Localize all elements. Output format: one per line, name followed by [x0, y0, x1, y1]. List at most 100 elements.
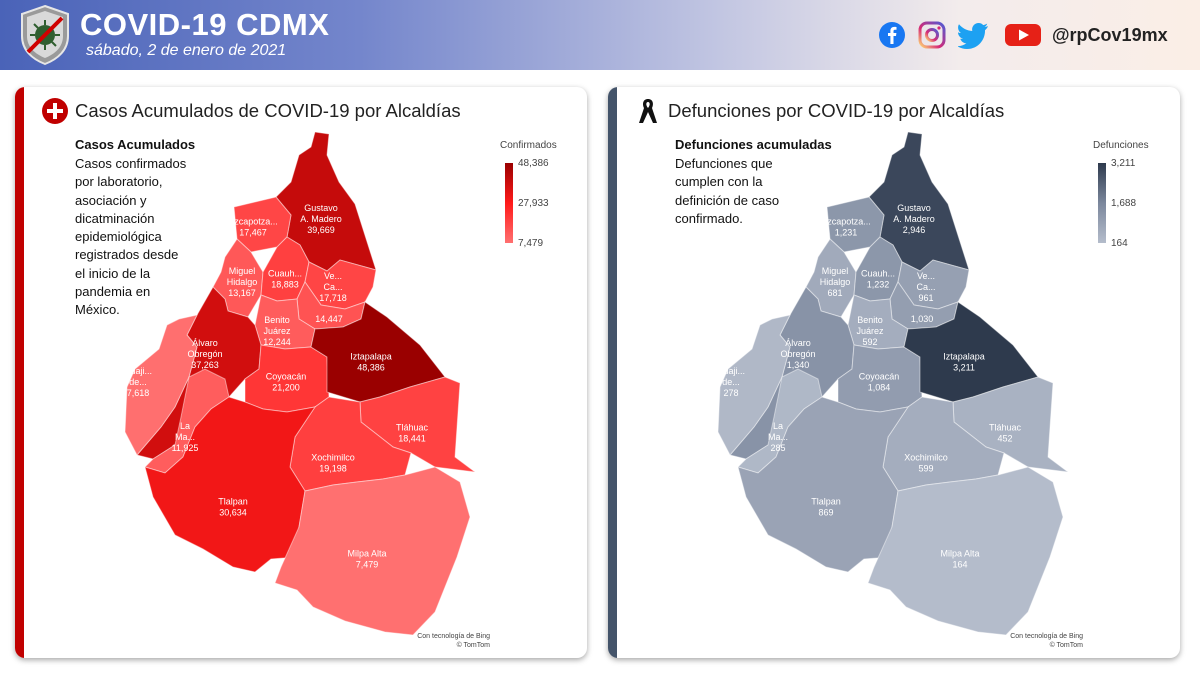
label-value: 12,244 [263, 337, 291, 347]
deaths-legend-bar [1098, 163, 1106, 243]
cases-description: Casos confirmados por laboratorio, asoci… [75, 155, 215, 320]
region-ma[interactable] [274, 466, 471, 636]
deaths-legend-max: 3,211 [1111, 158, 1136, 169]
desc-line: cumplen con la [675, 174, 763, 190]
label-name: Ve... [324, 271, 342, 281]
region-tlh[interactable] [952, 376, 1070, 473]
label-name: Tláhuac [396, 423, 429, 433]
label-name: Álvaro [192, 338, 218, 348]
label-value: 164 [952, 560, 967, 570]
label-name: Iztapalapa [350, 352, 392, 362]
region-cuaj[interactable] [717, 314, 791, 456]
desc-line: Defunciones que [675, 156, 773, 171]
cases-panel: Casos Acumulados de COVID-19 por Alcaldí… [15, 87, 587, 658]
label-value: 37,263 [191, 360, 219, 370]
desc-line: confirmado. [675, 210, 743, 226]
label-value: 18,883 [271, 280, 299, 290]
label-xoc: Xochimilco 19,198 [311, 453, 355, 474]
label-name: Benito [264, 315, 290, 325]
label-name: Juárez [856, 326, 884, 336]
label-value: 39,669 [307, 225, 335, 235]
label-name: Cuaji... [124, 366, 152, 376]
label-name: Xochimilco [311, 453, 355, 463]
label-value: 1,232 [867, 280, 890, 290]
label-name: A. Madero [893, 214, 935, 224]
label-mc: La Ma... 285 [768, 421, 788, 453]
region-xoc[interactable] [289, 396, 412, 492]
label-azc: Azcapotza... 17,467 [228, 217, 278, 238]
label-value: 681 [827, 288, 842, 298]
label-ma: Milpa Alta 7,479 [347, 549, 386, 570]
label-value: 869 [818, 508, 833, 518]
label-ao: Álvaro Obregón 37,263 [187, 338, 222, 370]
region-tlp[interactable] [144, 396, 317, 573]
label-name: Hidalgo [227, 277, 258, 287]
label-name: Obregón [187, 349, 222, 359]
label-cuau: Cuauh... 1,232 [861, 269, 895, 290]
page-title: COVID-19 CDMX [80, 7, 330, 42]
desc-line: epidemiológica [75, 229, 162, 245]
deaths-legend-min: 164 [1111, 238, 1128, 249]
label-name: Ma... [768, 432, 788, 442]
cases-desc-heading: Casos Acumulados [75, 137, 196, 152]
deaths-choropleth-map: Gustavo A. Madero 2,946 Azcapotza... 1,231 Mi… [717, 131, 1070, 636]
label-name: Gustavo [304, 203, 338, 213]
cases-legend-max: 48,386 [518, 158, 549, 169]
deaths-desc-heading: Defunciones acumuladas [675, 137, 832, 152]
region-cuaj[interactable] [124, 314, 198, 456]
label-value: 3,211 [953, 363, 975, 373]
region-tlh[interactable] [359, 376, 477, 473]
label-mh: Miguel Hidalgo 681 [820, 266, 851, 298]
report-date: sábado, 2 de enero de 2021 [86, 42, 287, 59]
label-value: 17,718 [319, 293, 347, 303]
label-name: Ma... [175, 432, 195, 442]
label-name: Cuaji... [717, 366, 745, 376]
deaths-accent-bar [608, 87, 617, 658]
label-tlp: Tlalpan 869 [811, 497, 841, 518]
credit-line: Con tecnología de Bing [417, 633, 490, 640]
label-bj: Benito Juárez 12,244 [263, 315, 291, 347]
label-value: 18,441 [398, 434, 426, 444]
deaths-description: Defunciones que cumplen con la definició… [675, 155, 815, 228]
label-name: Coyoacán [266, 372, 307, 382]
mourning-ribbon-icon [639, 99, 657, 123]
label-cuaj: Cuaji... de... 7,618 [124, 366, 152, 398]
credit-line: Con tecnología de Bing [1010, 633, 1083, 640]
label-cuaj: Cuaji... de... 278 [717, 366, 745, 398]
label-coy: Coyoacán 1,084 [859, 372, 900, 393]
desc-line: por laboratorio, [75, 174, 163, 190]
instagram-icon[interactable] [918, 20, 946, 50]
youtube-icon[interactable] [1004, 20, 1042, 50]
label-name: Tlalpan [811, 497, 841, 507]
region-izt[interactable] [310, 301, 446, 403]
twitter-icon[interactable] [958, 20, 990, 50]
label-value: 599 [918, 464, 933, 474]
label-value: 1,084 [868, 383, 891, 393]
desc-line: Casos confirmados [75, 156, 187, 171]
virus-shield-logo-icon [21, 4, 69, 66]
label-value: 11,925 [172, 443, 199, 453]
map-credit: Con tecnología de Bing © TomTom [395, 632, 490, 650]
facebook-icon[interactable] [878, 20, 906, 50]
label-name: Obregón [780, 349, 815, 359]
label-value: 1,231 [835, 228, 858, 238]
cases-legend-bar [505, 163, 513, 243]
deaths-panel: Defunciones por COVID-19 por Alcaldías D… [608, 87, 1180, 658]
region-izt[interactable] [903, 301, 1039, 403]
label-value: 278 [723, 388, 738, 398]
label-value: 7,618 [127, 388, 150, 398]
cases-choropleth-map: Gustavo A. Madero 39,669 Azcapotza... 17,467… [124, 131, 477, 636]
label-name: de... [722, 377, 740, 387]
region-tlp[interactable] [737, 396, 910, 573]
twitter-handle[interactable]: @rpCov19mx [1052, 25, 1168, 45]
label-value: 48,386 [357, 363, 385, 373]
desc-line: dicatminación [75, 210, 155, 226]
map-credit: Con tecnología de Bing © TomTom [988, 632, 1083, 650]
label-name: Coyoacán [859, 372, 900, 382]
region-ma[interactable] [867, 466, 1064, 636]
region-xoc[interactable] [882, 396, 1005, 492]
desc-line: México. [75, 302, 120, 318]
label-name: Tláhuac [989, 423, 1022, 433]
cases-legend-min: 7,479 [518, 238, 544, 249]
label-mc: La Ma... 11,925 [172, 421, 199, 453]
